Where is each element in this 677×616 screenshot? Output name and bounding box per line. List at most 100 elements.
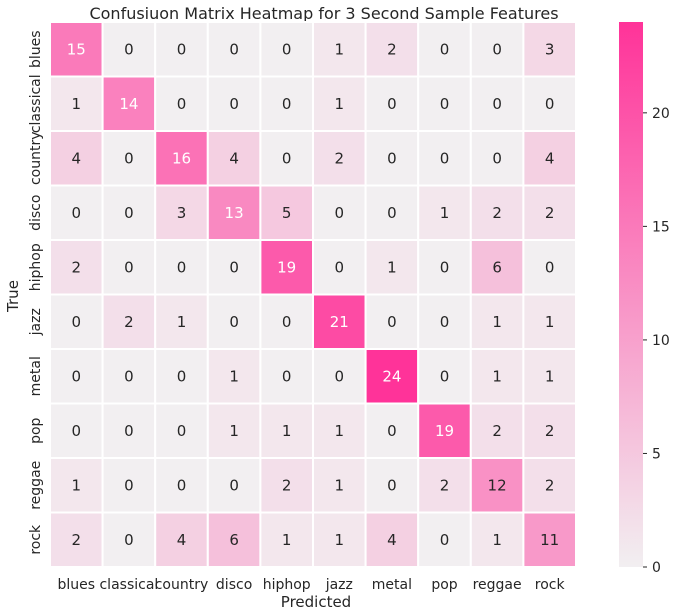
cell-value-label: 0 xyxy=(72,313,82,331)
heatmap-cell xyxy=(101,402,157,459)
cell-value-label: 0 xyxy=(72,204,82,222)
heatmap-cell xyxy=(417,21,472,78)
heatmap-cell xyxy=(49,184,104,241)
heatmap-cell xyxy=(469,75,525,132)
cell-value-label: 0 xyxy=(335,367,345,385)
heatmap-cell xyxy=(154,402,209,459)
heatmap-cell xyxy=(469,293,525,350)
chart-title: Confusiuon Matrix Heatmap for 3 Second S… xyxy=(89,4,558,23)
x-tick-label: classical xyxy=(99,577,158,593)
heatmap-cell xyxy=(101,239,157,296)
heatmap-cell xyxy=(364,402,420,459)
cell-value-label: 1 xyxy=(72,476,82,494)
heatmap-cell xyxy=(364,184,420,241)
cell-value-label: 0 xyxy=(387,149,397,167)
heatmap-cell xyxy=(469,402,525,459)
cell-value-label: 2 xyxy=(335,149,345,167)
cell-value-label: 0 xyxy=(440,149,450,167)
cell-value-label: 0 xyxy=(282,313,292,331)
cell-value-label: 0 xyxy=(387,476,397,494)
cell-value-label: 0 xyxy=(177,258,187,276)
cell-value-label: 0 xyxy=(124,204,134,222)
cell-value-label: 0 xyxy=(177,367,187,385)
cell-value-label: 0 xyxy=(177,476,187,494)
cell-value-label: 4 xyxy=(72,149,82,167)
cell-value-label: 2 xyxy=(282,476,292,494)
heatmap-cell xyxy=(522,130,578,187)
heatmap-cells: 15 0 0 0 0 1 2 0 0 31 14 0 0 0 1 0 0 0 04 0 16 4 0 2 0 0 0 40 0 3 13 5 0… xyxy=(49,21,578,568)
cell-value-label: 0 xyxy=(72,367,82,385)
cell-value-label: 1 xyxy=(229,367,239,385)
cell-value-label: 0 xyxy=(124,367,134,385)
cell-value-label: 2 xyxy=(545,204,555,222)
cell-value-label: 0 xyxy=(124,476,134,494)
cell-value-label: 19 xyxy=(435,422,454,440)
cell-value-label: 0 xyxy=(124,422,134,440)
heatmap-cell xyxy=(312,293,367,350)
heatmap-cell xyxy=(417,239,472,296)
cell-value-label: 0 xyxy=(440,95,450,113)
cell-value-label: 1 xyxy=(282,531,292,549)
cell-value-label: 2 xyxy=(72,258,82,276)
cell-value-label: 6 xyxy=(492,258,502,276)
cell-value-label: 0 xyxy=(124,258,134,276)
y-tick-label: classical xyxy=(28,74,44,133)
cell-value-label: 13 xyxy=(225,204,244,222)
heatmap-cell xyxy=(206,348,262,405)
heatmap-cell xyxy=(206,293,262,350)
y-tick-label: disco xyxy=(28,195,44,231)
heatmap-cell xyxy=(206,75,262,132)
heatmap-cell xyxy=(522,348,578,405)
cell-value-label: 24 xyxy=(382,367,401,385)
heatmap-cell xyxy=(469,457,525,514)
cell-value-label: 4 xyxy=(387,531,397,549)
cell-value-label: 1 xyxy=(492,367,502,385)
heatmap-cell xyxy=(312,511,367,568)
y-tick-label: metal xyxy=(28,356,44,396)
x-tick-label: country xyxy=(155,577,209,593)
cell-value-label: 4 xyxy=(229,149,239,167)
heatmap-cell xyxy=(417,348,472,405)
cell-value-label: 0 xyxy=(440,40,450,58)
cell-value-label: 0 xyxy=(72,422,82,440)
heatmap-cell xyxy=(206,511,262,568)
x-tick-label: pop xyxy=(431,577,457,593)
heatmap-cell xyxy=(49,348,104,405)
cell-value-label: 0 xyxy=(177,422,187,440)
cell-value-label: 0 xyxy=(124,149,134,167)
y-tick-label: hiphop xyxy=(28,243,44,291)
y-tick-label: blues xyxy=(28,30,44,68)
heatmap-cell xyxy=(312,184,367,241)
heatmap-cell xyxy=(49,130,104,187)
heatmap-cell xyxy=(522,511,578,568)
cell-value-label: 0 xyxy=(440,313,450,331)
heatmap-cell xyxy=(364,511,420,568)
cell-value-label: 0 xyxy=(387,422,397,440)
cell-value-label: 0 xyxy=(440,258,450,276)
cell-value-label: 0 xyxy=(335,204,345,222)
cell-value-label: 0 xyxy=(440,531,450,549)
heatmap-cell xyxy=(364,75,420,132)
heatmap-cell xyxy=(101,457,157,514)
cell-value-label: 0 xyxy=(545,95,555,113)
colorbar-tick-label: 15 xyxy=(652,219,670,235)
cell-value-label: 2 xyxy=(545,476,555,494)
heatmap-cell xyxy=(469,511,525,568)
heatmap-cell xyxy=(312,239,367,296)
x-tick-label: jazz xyxy=(325,577,353,593)
cell-value-label: 1 xyxy=(229,422,239,440)
cell-value-label: 21 xyxy=(330,313,349,331)
cell-value-label: 0 xyxy=(387,204,397,222)
cell-value-label: 0 xyxy=(177,40,187,58)
heatmap-cell xyxy=(417,511,472,568)
heatmap-cell xyxy=(417,402,472,459)
heatmap-cell xyxy=(101,130,157,187)
cell-value-label: 0 xyxy=(282,40,292,58)
cell-value-label: 0 xyxy=(545,258,555,276)
cell-value-label: 1 xyxy=(335,422,345,440)
y-tick-label: country xyxy=(28,131,44,185)
x-tick-label: reggae xyxy=(473,577,522,593)
cell-value-label: 0 xyxy=(177,95,187,113)
cell-value-label: 3 xyxy=(545,40,555,58)
